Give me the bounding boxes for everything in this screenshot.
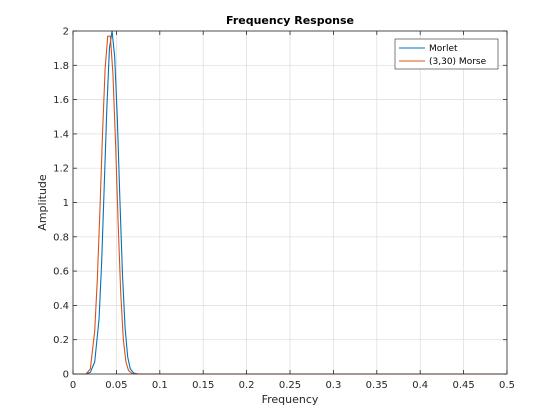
x-tick-label: 0	[70, 380, 76, 391]
x-tick-label: 0.3	[325, 380, 341, 391]
x-axis-label: Frequency	[262, 393, 319, 406]
x-tick-label: 0.5	[499, 380, 515, 391]
series-line-1	[73, 30, 507, 375]
x-tick-label: 0.05	[105, 380, 127, 391]
y-tick-label: 1	[63, 198, 69, 209]
x-tick-label: 0.45	[452, 380, 474, 391]
ticks: 0 0.05 0.1 0.15 0.2 0.25 0.3 0.35 0.4 0.45 0.5 0 0.2…	[53, 27, 515, 392]
y-tick-label: 0.8	[53, 232, 69, 243]
y-tick-label: 0.6	[53, 267, 69, 278]
x-tick-label: 0.15	[192, 380, 214, 391]
legend: Morlet (3,30) Morse	[394, 38, 499, 70]
y-tick-label: 1.6	[53, 95, 69, 106]
y-tick-label: 0.4	[53, 301, 69, 312]
x-tick-label: 0.35	[366, 380, 388, 391]
y-axis-label: Amplitude	[36, 174, 49, 231]
x-tick-label: 0.2	[239, 380, 255, 391]
series-line-2	[73, 35, 507, 375]
legend-box	[394, 38, 499, 70]
y-tick-label: 1.4	[53, 129, 69, 140]
chart-title: Frequency Response	[226, 14, 354, 27]
x-tick-label: 0.25	[279, 380, 301, 391]
y-tick-label: 2	[63, 27, 69, 38]
series-layer	[73, 30, 507, 375]
y-tick-label: 0.2	[53, 335, 69, 346]
x-tick-label: 0.4	[412, 380, 428, 391]
y-tick-label: 1.2	[53, 164, 69, 175]
y-tick-label: 1.8	[53, 61, 69, 72]
legend-label-2: (3,30) Morse	[429, 57, 487, 67]
plot-area: 0 0.05 0.1 0.15 0.2 0.25 0.3 0.35 0.4 0.45 0.5 0 0.2…	[53, 27, 515, 392]
x-tick-label: 0.1	[152, 380, 168, 391]
y-tick-label: 0	[63, 370, 69, 381]
legend-label-1: Morlet	[429, 44, 458, 54]
